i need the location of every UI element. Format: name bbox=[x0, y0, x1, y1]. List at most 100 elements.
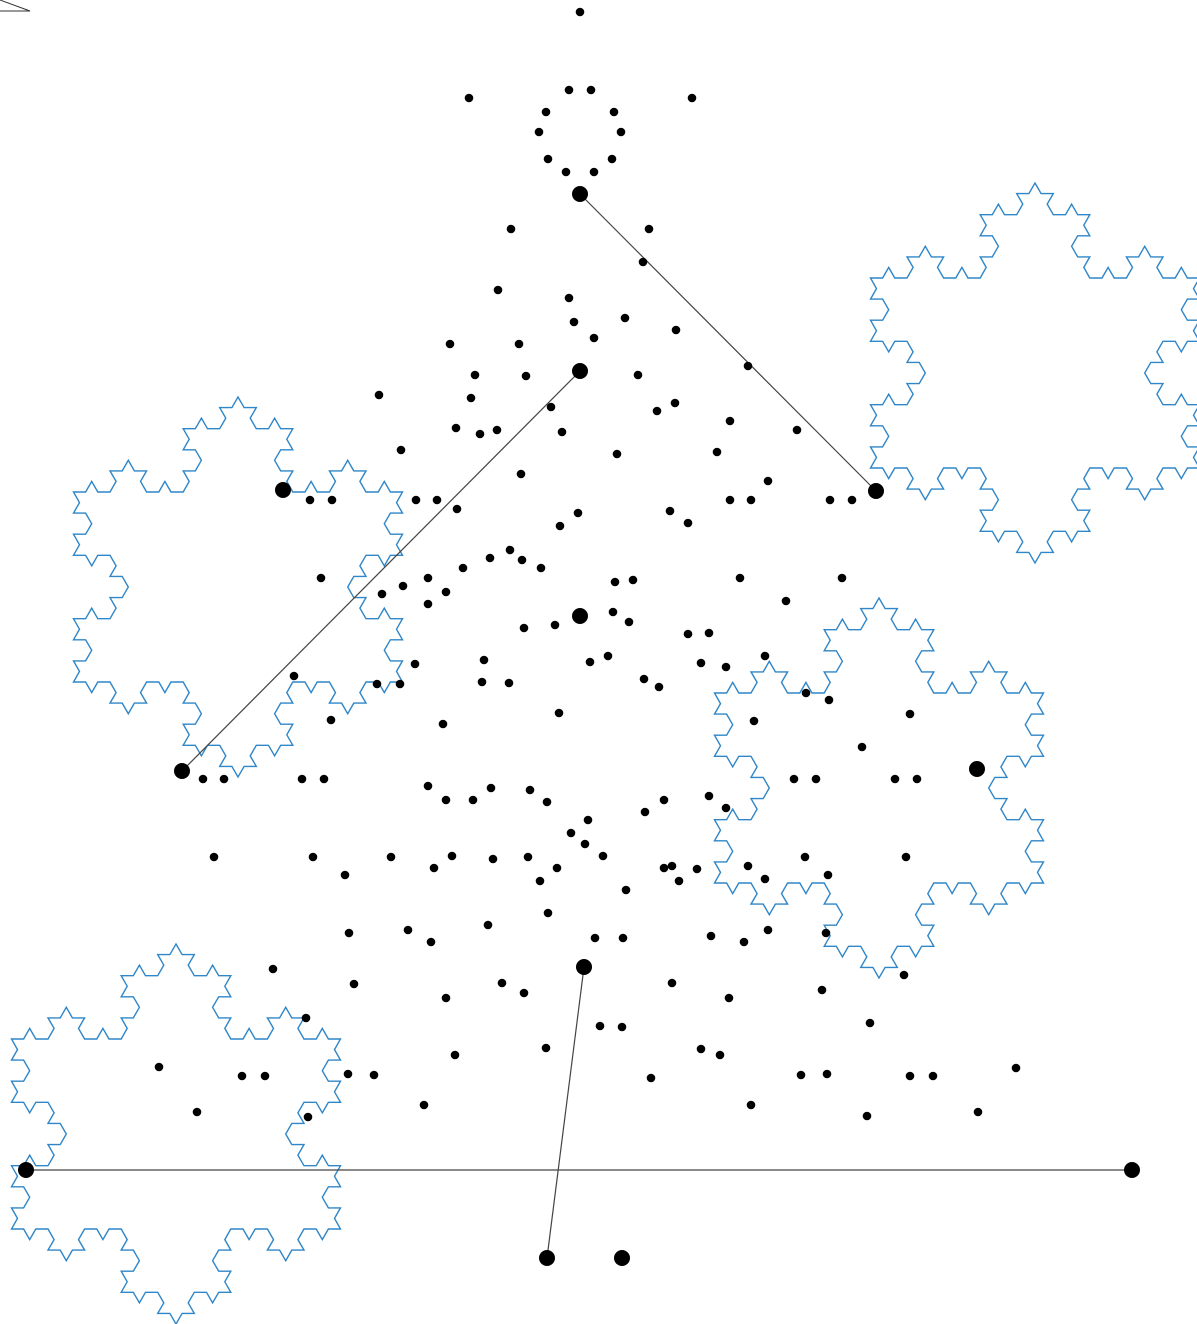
small-dot bbox=[505, 679, 514, 688]
small-dot bbox=[586, 658, 595, 667]
small-dot bbox=[693, 865, 702, 874]
small-dot bbox=[298, 775, 307, 784]
small-dot bbox=[517, 470, 526, 479]
small-dot bbox=[451, 1051, 460, 1060]
small-dot bbox=[1012, 1064, 1021, 1073]
small-dot bbox=[641, 808, 650, 817]
small-dot bbox=[515, 340, 524, 349]
small-dot bbox=[493, 426, 502, 435]
small-dot bbox=[520, 624, 529, 633]
small-dot bbox=[929, 1072, 938, 1081]
small-dot bbox=[660, 796, 669, 805]
small-dot bbox=[328, 496, 337, 505]
small-dot bbox=[397, 446, 406, 455]
small-dot bbox=[609, 608, 618, 617]
small-dot bbox=[639, 258, 648, 267]
small-dot bbox=[370, 1071, 379, 1080]
small-dot bbox=[660, 864, 669, 873]
small-dot bbox=[705, 792, 714, 801]
small-dot bbox=[424, 600, 433, 609]
small-dot bbox=[567, 829, 576, 838]
small-dot bbox=[653, 407, 662, 416]
small-dot bbox=[412, 496, 421, 505]
small-dot bbox=[672, 326, 681, 335]
small-dot bbox=[439, 720, 448, 729]
small-dot bbox=[825, 696, 834, 705]
small-dot bbox=[747, 1101, 756, 1110]
small-dot bbox=[764, 477, 773, 486]
small-dot bbox=[537, 564, 546, 573]
small-dot bbox=[433, 496, 442, 505]
small-dot bbox=[558, 428, 567, 437]
small-dot bbox=[801, 853, 810, 862]
small-dot bbox=[302, 1014, 311, 1023]
connector-lines bbox=[26, 194, 1132, 1258]
small-dot bbox=[826, 496, 835, 505]
large-dot bbox=[868, 483, 884, 499]
connector bbox=[580, 194, 876, 491]
small-dot bbox=[411, 660, 420, 669]
small-dot bbox=[974, 1108, 983, 1117]
small-dot bbox=[782, 597, 791, 606]
small-dot bbox=[290, 672, 299, 681]
small-dot bbox=[697, 659, 706, 668]
small-dot bbox=[317, 574, 326, 583]
small-dot bbox=[848, 496, 857, 505]
small-dot bbox=[891, 775, 900, 784]
small-dot bbox=[350, 980, 359, 989]
small-dot bbox=[555, 709, 564, 718]
small-dot bbox=[906, 710, 915, 719]
small-dot bbox=[622, 886, 631, 895]
small-dot bbox=[812, 775, 821, 784]
small-dot bbox=[542, 1044, 551, 1053]
small-dot bbox=[726, 417, 735, 426]
small-dot bbox=[556, 522, 565, 531]
small-dot bbox=[590, 334, 599, 343]
small-dot bbox=[399, 582, 408, 591]
small-dot bbox=[327, 716, 336, 725]
small-dot bbox=[480, 656, 489, 665]
small-dot bbox=[675, 877, 684, 886]
small-dot bbox=[764, 926, 773, 935]
large-dot bbox=[275, 482, 291, 498]
small-dot bbox=[666, 507, 675, 516]
small-dot bbox=[608, 155, 617, 164]
small-dot bbox=[430, 864, 439, 873]
small-dot bbox=[459, 564, 468, 573]
small-dot bbox=[823, 1070, 832, 1079]
small-dot bbox=[543, 798, 552, 807]
small-dot bbox=[344, 1070, 353, 1079]
small-dot bbox=[424, 782, 433, 791]
small-dot bbox=[471, 371, 480, 380]
small-dot bbox=[744, 362, 753, 371]
large-dot bbox=[1124, 1162, 1140, 1178]
small-dot bbox=[797, 1071, 806, 1080]
small-dot bbox=[238, 1072, 247, 1081]
small-dot bbox=[750, 717, 759, 726]
small-dot bbox=[684, 630, 693, 639]
small-dot bbox=[345, 929, 354, 938]
small-dot bbox=[341, 871, 350, 880]
small-dot bbox=[193, 1108, 202, 1117]
small-dot bbox=[655, 683, 664, 692]
small-dot bbox=[155, 1063, 164, 1072]
small-dot bbox=[574, 509, 583, 518]
small-dot bbox=[442, 796, 451, 805]
small-dot bbox=[506, 546, 515, 555]
small-dot bbox=[378, 590, 387, 599]
small-dot bbox=[542, 108, 551, 117]
small-dot bbox=[446, 340, 455, 349]
large-dot bbox=[572, 186, 588, 202]
small-dot bbox=[617, 128, 626, 137]
small-dot bbox=[476, 430, 485, 439]
small-dot bbox=[373, 680, 382, 689]
corner-shape bbox=[0, 0, 30, 11]
small-dot bbox=[906, 1072, 915, 1081]
small-dot bbox=[747, 496, 756, 505]
connector bbox=[547, 967, 584, 1258]
small-dot bbox=[590, 168, 599, 177]
small-dot bbox=[486, 554, 495, 563]
small-dot bbox=[570, 318, 579, 327]
small-dot bbox=[576, 8, 585, 17]
small-dot bbox=[688, 94, 697, 103]
